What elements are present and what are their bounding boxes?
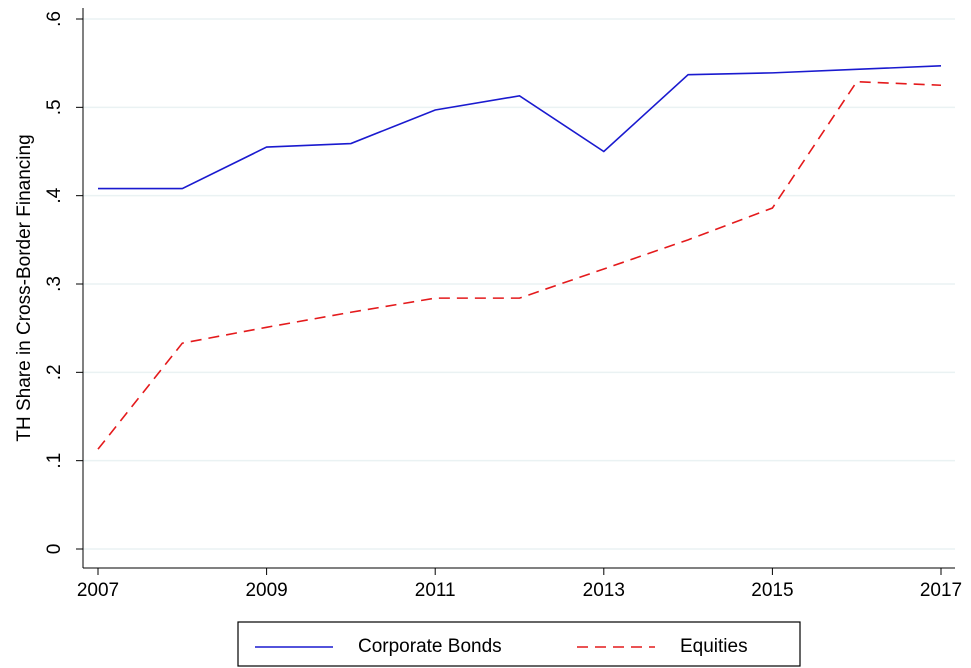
series-line <box>98 65 942 190</box>
x-tick-label: 2009 <box>245 580 287 601</box>
x-tick-label: 2017 <box>920 580 962 601</box>
y-tick-label: .5 <box>44 99 65 115</box>
x-tick-label: 2015 <box>751 580 793 601</box>
series-line <box>97 80 942 450</box>
legend-label: Equities <box>680 636 748 657</box>
legend-box <box>237 621 801 667</box>
legend-label: Corporate Bonds <box>358 636 502 657</box>
plot-area <box>83 8 955 568</box>
y-axis-label: TH Share in Cross-Border Financing <box>14 134 35 441</box>
y-tick-label: .2 <box>44 364 65 380</box>
y-tick-label: .1 <box>44 453 65 469</box>
x-tick-label: 2011 <box>415 580 456 601</box>
x-tick-label: 2013 <box>583 580 625 601</box>
x-tick-label: 2007 <box>77 580 119 601</box>
y-tick-label: .6 <box>44 11 65 27</box>
y-tick-label: .3 <box>44 276 65 292</box>
y-tick-label: .4 <box>44 187 65 203</box>
y-tick-label: 0 <box>44 544 65 555</box>
